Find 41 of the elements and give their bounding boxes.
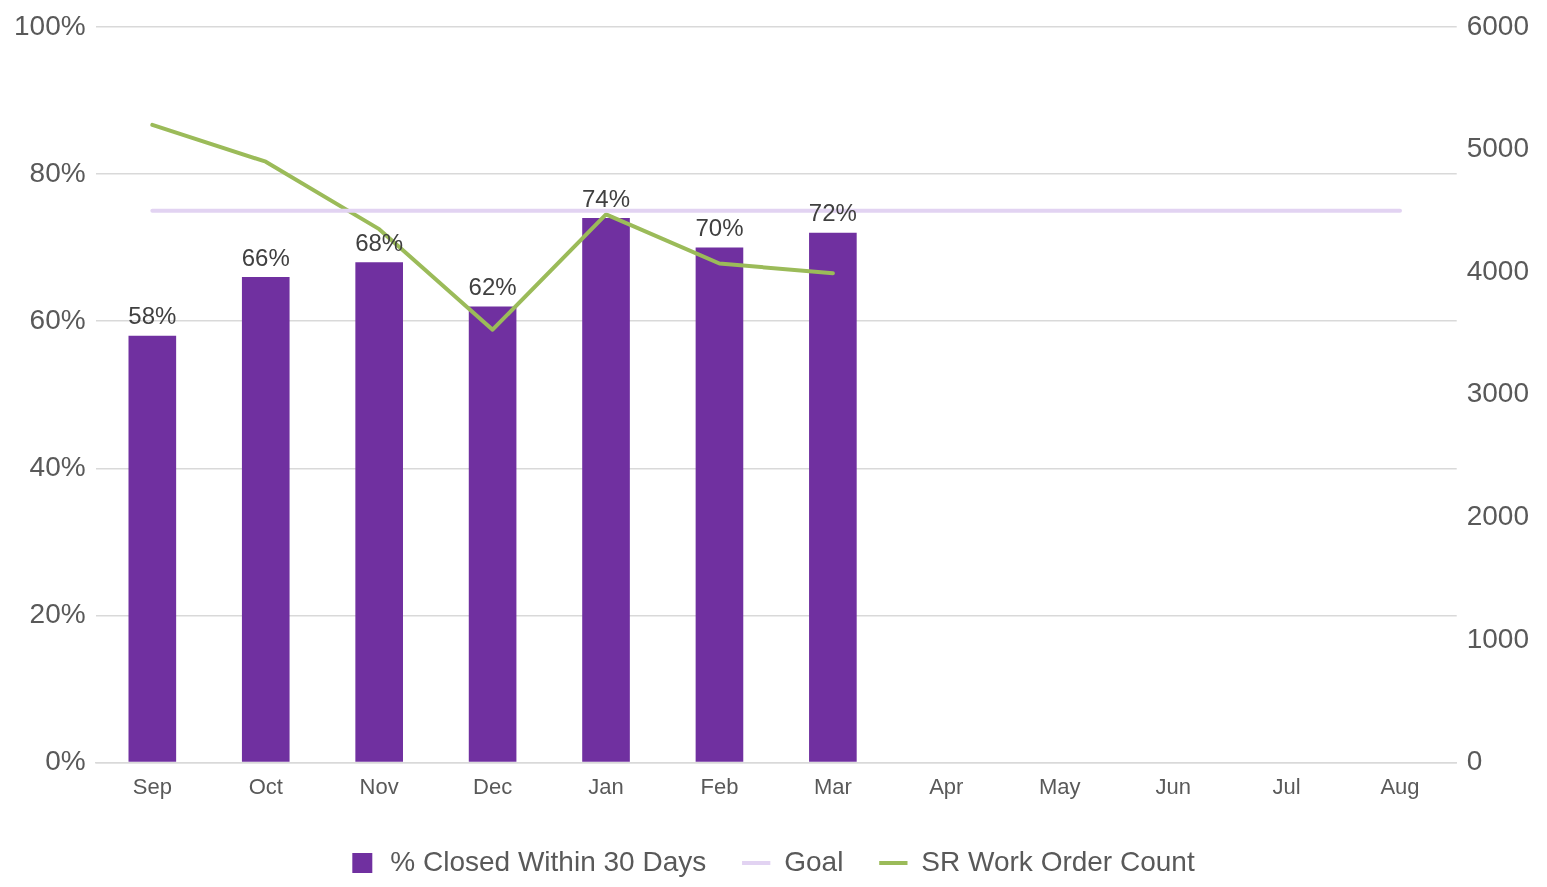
x-tick-label: Dec (473, 773, 513, 799)
x-tick-label: Sep (132, 773, 172, 799)
y2-tick-label: 3000 (1466, 377, 1530, 409)
y2-tick-label: 0 (1466, 745, 1483, 777)
x-tick-label: May (1038, 773, 1081, 799)
y2-tick-label: 4000 (1466, 254, 1530, 286)
x-tick-label: Jul (1272, 773, 1301, 799)
x-tick-label: Oct (248, 773, 283, 799)
bar (809, 232, 857, 762)
y2-tick-label: 6000 (1466, 9, 1530, 41)
x-tick-label: Nov (359, 773, 399, 799)
y-tick-label: 20% (29, 598, 86, 630)
data-label: 58% (128, 302, 177, 330)
bar (128, 335, 177, 762)
bar (241, 276, 290, 762)
x-tick-label: Apr (929, 773, 964, 799)
x-tick-label: Mar (813, 773, 852, 799)
data-label: 62% (468, 273, 517, 301)
y-tick-label: 0% (45, 745, 86, 777)
bar (355, 262, 403, 762)
y-tick-label: 40% (29, 451, 86, 482)
x-tick-label: Jan (588, 773, 624, 799)
bar (582, 218, 630, 762)
data-label: 74% (582, 184, 631, 212)
legend-label: Goal (784, 845, 844, 877)
y2-tick-label: 5000 (1466, 132, 1530, 164)
legend-label: % Closed Within 30 Days (390, 845, 707, 877)
y2-tick-label: 1000 (1466, 622, 1530, 654)
y-tick-label: 60% (29, 303, 86, 335)
bar (695, 247, 744, 762)
data-label: 72% (808, 199, 857, 227)
y2-tick-label: 2000 (1466, 500, 1530, 532)
y-tick-label: 100% (13, 9, 86, 41)
legend-label: SR Work Order Count (921, 845, 1195, 877)
data-label: 70% (695, 214, 744, 242)
x-tick-label: Feb (700, 773, 739, 799)
x-tick-label: Jun (1155, 773, 1191, 799)
bar (468, 306, 517, 762)
data-label: 66% (241, 243, 290, 271)
y-tick-label: 80% (29, 156, 86, 188)
x-tick-label: Aug (1380, 773, 1420, 799)
